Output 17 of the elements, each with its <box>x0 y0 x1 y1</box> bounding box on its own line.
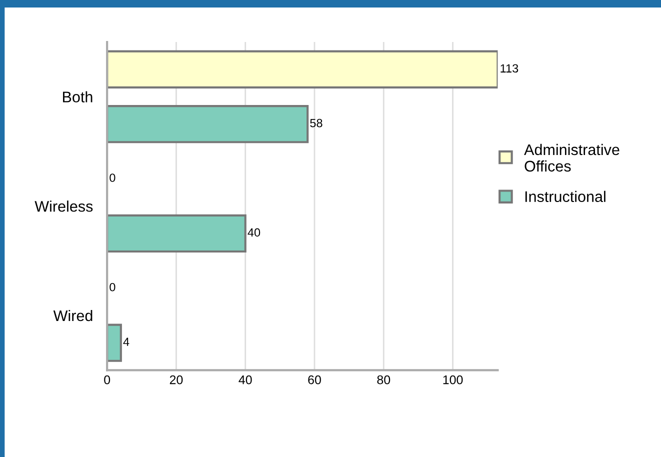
x-tick-label: 40 <box>238 375 252 384</box>
data-label: 58 <box>310 118 322 128</box>
x-tick-label: 100 <box>443 375 463 384</box>
y-tick-label: Both <box>63 91 92 102</box>
y-tick-label: Wireless <box>34 200 93 212</box>
data-label: 113 <box>500 64 518 73</box>
data-label: 0 <box>110 174 116 182</box>
legend-label: Instructional <box>525 190 606 202</box>
data-label: 4 <box>123 338 130 346</box>
legend-label: Administrative Offices <box>524 144 620 172</box>
data-label: 0 <box>110 282 116 292</box>
x-tick-label: 20 <box>170 375 183 384</box>
data-label: 40 <box>248 228 260 237</box>
y-tick-label: Wired <box>53 310 92 322</box>
x-tick-label: 0 <box>104 375 110 384</box>
x-tick-label: 60 <box>308 375 321 384</box>
x-tick-label: 80 <box>377 375 390 384</box>
